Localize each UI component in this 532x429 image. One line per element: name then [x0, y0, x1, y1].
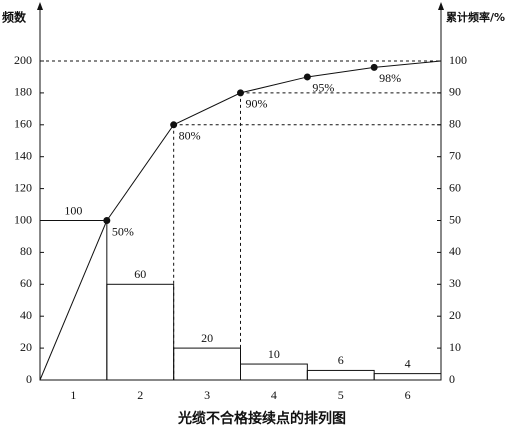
bar	[373, 373, 442, 381]
y2-tick-label: 50	[449, 212, 461, 226]
y-axis-title: 频数	[2, 10, 27, 25]
x-tick-label: 3	[204, 388, 210, 402]
y2-tick-label: 70	[449, 148, 461, 162]
bar-value-label: 6	[338, 353, 344, 367]
bar-value-label: 20	[201, 331, 213, 345]
y-tick-label: 200	[14, 53, 32, 67]
bar-value-label: 4	[405, 356, 411, 370]
bar-value-label: 100	[64, 203, 82, 217]
y-tick-label: 60	[20, 276, 32, 290]
cumulative-point	[237, 89, 244, 97]
bar-value-label: 10	[268, 347, 280, 361]
chart-title: 光缆不合格接续点的排列图	[177, 410, 346, 427]
y-tick-label: 120	[14, 180, 32, 194]
cumulative-label: 50%	[112, 224, 134, 238]
y2-tick-label: 20	[449, 308, 461, 322]
y2-tick-label: 90	[449, 85, 461, 99]
y-tick-label: 40	[20, 308, 32, 322]
y-tick-label: 20	[20, 340, 32, 354]
cumulative-label: 90%	[246, 97, 268, 111]
cumulative-point	[303, 73, 311, 81]
cumulative-label: 98%	[379, 71, 401, 85]
x-tick-label: 6	[405, 388, 411, 402]
bar	[240, 363, 308, 381]
y2-tick-label: 80	[449, 117, 461, 131]
y2-tick-label: 30	[449, 276, 461, 290]
y2-tick-label: 100	[449, 53, 467, 67]
cumulative-line	[106, 60, 442, 221]
x-tick-label: 1	[70, 388, 76, 402]
y-tick-label: 160	[14, 117, 32, 131]
bar	[306, 369, 375, 381]
cumulative-label: 95%	[312, 81, 334, 95]
cumulative-start-segment	[39, 220, 108, 381]
y-tick-label: 100	[14, 212, 32, 226]
y2-tick-label: 10	[449, 340, 461, 354]
x-tick-label: 4	[271, 388, 277, 402]
y2-tick-label: 0	[449, 372, 455, 386]
bar	[106, 283, 175, 381]
y2-tick-label: 40	[449, 244, 461, 258]
y-axis-arrow	[37, 2, 43, 10]
cumulative-point	[170, 121, 178, 129]
bar	[173, 347, 242, 381]
y-tick-label: 140	[14, 148, 32, 162]
cumulative-point	[103, 217, 111, 224]
cumulative-point	[370, 63, 378, 71]
bar-value-label: 60	[134, 267, 146, 281]
y-tick-label: 80	[20, 244, 32, 258]
cumulative-label: 80%	[179, 129, 201, 143]
y-tick-label: 180	[14, 85, 32, 99]
y2-axis-title: 累计频率/%	[446, 10, 505, 24]
y2-axis-arrow	[438, 2, 444, 10]
y-tick-label: 0	[26, 372, 32, 386]
y2-tick-label: 60	[449, 180, 461, 194]
x-tick-label: 2	[137, 388, 143, 402]
x-tick-label: 5	[338, 388, 344, 402]
